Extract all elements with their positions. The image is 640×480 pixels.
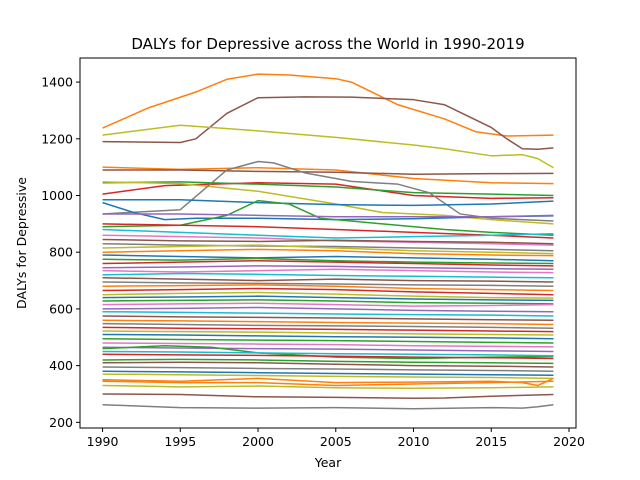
series-line-51 bbox=[102, 366, 554, 373]
series-line-12 bbox=[102, 199, 554, 236]
y-tick-label: 200 bbox=[49, 415, 73, 430]
series-line-24 bbox=[102, 265, 554, 270]
series-line-23 bbox=[102, 259, 554, 267]
series-line-9 bbox=[102, 160, 554, 222]
series-line-47 bbox=[102, 350, 554, 357]
series-line-25 bbox=[102, 268, 554, 274]
y-tick-label: 1000 bbox=[41, 188, 73, 203]
series-line-17 bbox=[102, 238, 554, 245]
series-line-2 bbox=[102, 96, 554, 151]
series-line-42 bbox=[102, 333, 554, 340]
series-line-30 bbox=[102, 287, 554, 296]
series-line-34 bbox=[102, 302, 554, 307]
series-line-32 bbox=[102, 295, 554, 302]
series-line-15 bbox=[102, 228, 554, 239]
series-line-22 bbox=[102, 257, 554, 265]
series-line-52 bbox=[102, 370, 554, 377]
series-line-53 bbox=[102, 373, 554, 380]
series-line-21 bbox=[102, 254, 554, 262]
series-line-10 bbox=[102, 199, 554, 207]
series-line-45 bbox=[102, 346, 554, 353]
series-line-55 bbox=[102, 380, 554, 387]
series-line-27 bbox=[102, 276, 554, 283]
series-line-31 bbox=[102, 291, 554, 299]
x-tick-label: 2005 bbox=[320, 434, 352, 449]
series-line-6 bbox=[102, 182, 554, 200]
y-axis-label: DALYs for Depressive bbox=[14, 177, 29, 309]
series-line-37 bbox=[102, 315, 554, 322]
series-line-38 bbox=[102, 319, 554, 326]
y-tick-label: 1400 bbox=[41, 75, 73, 90]
series-line-8 bbox=[102, 181, 554, 225]
series-line-41 bbox=[102, 330, 554, 336]
series-line-49 bbox=[102, 358, 554, 365]
series-line-44 bbox=[102, 342, 554, 348]
series-line-28 bbox=[102, 281, 554, 287]
series-line-56 bbox=[102, 384, 554, 390]
series-line-43 bbox=[102, 337, 554, 344]
y-axis-ticks: 200 400 600 800 1000 1200 1400 bbox=[41, 75, 80, 430]
series-line-29 bbox=[102, 284, 554, 292]
x-tick-label: 1995 bbox=[164, 434, 196, 449]
series-line-1 bbox=[102, 73, 554, 137]
series-line-26 bbox=[102, 272, 554, 279]
y-tick-label: 600 bbox=[49, 301, 73, 316]
series-line-54 bbox=[102, 377, 554, 387]
plot-frame bbox=[79, 57, 577, 429]
series-line-40 bbox=[102, 326, 554, 333]
series-line-3 bbox=[102, 124, 554, 169]
x-axis-ticks: 1990 1995 2000 2005 2010 2015 2020 bbox=[87, 428, 585, 449]
x-tick-label: 2020 bbox=[553, 434, 585, 449]
series-line-57 bbox=[102, 393, 554, 399]
series-line-58 bbox=[102, 404, 554, 410]
x-tick-label: 2010 bbox=[398, 434, 430, 449]
series-line-36 bbox=[102, 311, 554, 317]
series-line-19 bbox=[102, 244, 554, 255]
y-tick-label: 1200 bbox=[41, 131, 73, 146]
series-line-39 bbox=[102, 322, 554, 329]
x-tick-label: 2000 bbox=[242, 434, 274, 449]
series-line-13 bbox=[102, 213, 554, 218]
series-line-18 bbox=[102, 242, 554, 252]
series-line-33 bbox=[102, 299, 554, 305]
series-line-50 bbox=[102, 361, 554, 368]
y-tick-label: 800 bbox=[49, 245, 73, 260]
chart-title: DALYs for Depressive across the World in… bbox=[131, 35, 524, 53]
series-line-5 bbox=[102, 169, 554, 175]
series-lines bbox=[102, 73, 554, 410]
x-axis-label: Year bbox=[314, 455, 342, 470]
series-line-7 bbox=[102, 181, 554, 197]
series-line-35 bbox=[102, 306, 554, 313]
y-tick-label: 400 bbox=[49, 358, 73, 373]
series-line-48 bbox=[102, 353, 554, 360]
series-line-20 bbox=[102, 248, 554, 257]
x-tick-label: 1990 bbox=[87, 434, 119, 449]
x-tick-label: 2015 bbox=[475, 434, 507, 449]
